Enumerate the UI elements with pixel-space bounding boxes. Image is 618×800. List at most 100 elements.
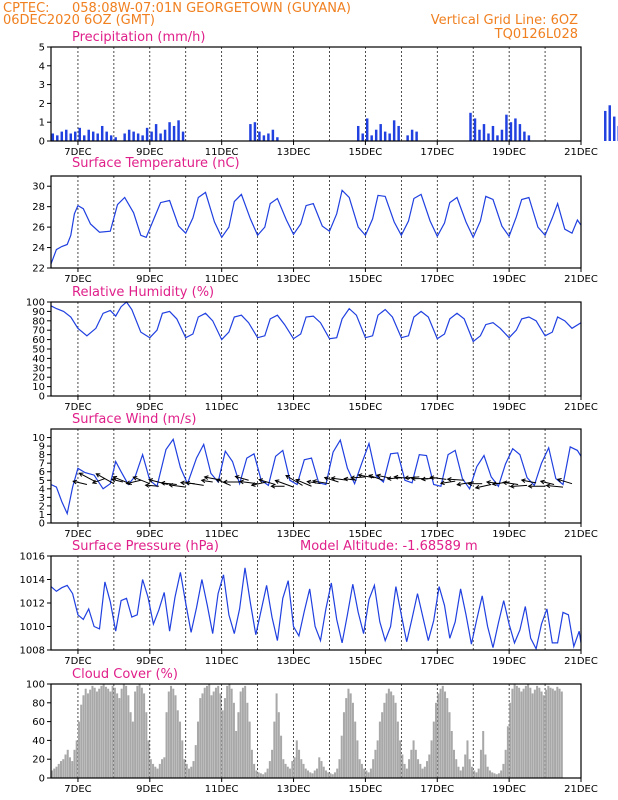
- pressure-y-tick-label: 1014: [20, 575, 45, 586]
- cloud-bar: [183, 759, 186, 778]
- pressure-x-tick-label: 15DEC: [349, 656, 383, 667]
- cloud-bar: [230, 688, 233, 778]
- cloud-bar: [257, 772, 260, 778]
- cloud-y-tick-label: 60: [32, 717, 45, 728]
- precip-bar: [163, 129, 167, 141]
- cloud-bar: [84, 688, 87, 778]
- cloud-bar: [237, 712, 240, 778]
- cloud-bar: [479, 749, 482, 778]
- cloud-bar: [226, 685, 229, 778]
- temp-x-tick-label: 15DEC: [349, 274, 383, 285]
- precip-bar: [392, 120, 396, 141]
- precip-bar: [271, 129, 275, 141]
- cloud-bar: [356, 740, 359, 778]
- wind-arrow: [285, 474, 303, 486]
- cloud-bar: [412, 740, 415, 778]
- cloud-bar: [560, 691, 563, 778]
- temp-title: Surface Temperature (nC): [72, 156, 240, 171]
- wind-arrow: [274, 479, 294, 488]
- cloud-bar: [253, 763, 256, 778]
- wind-y-tick-label: 10: [32, 433, 45, 444]
- cloud-bar: [403, 763, 406, 778]
- cloud-bar: [129, 712, 132, 778]
- wind-arrow: [185, 480, 204, 486]
- rh-y-tick-label: 70: [32, 326, 45, 337]
- cloud-bar: [156, 768, 159, 778]
- cloud-bar: [268, 761, 271, 778]
- cloud-bar: [423, 766, 426, 778]
- precip-bar: [518, 124, 522, 141]
- wind-y-tick-label: 5: [39, 476, 45, 487]
- cloud-bar: [345, 698, 348, 778]
- cloud-bar: [232, 702, 235, 778]
- cloud-bar: [89, 689, 92, 778]
- cloud-bar: [235, 731, 238, 778]
- cloud-bar: [540, 691, 543, 778]
- cloud-bar: [320, 761, 323, 778]
- cloud-bar: [367, 772, 370, 778]
- precip-bar: [83, 135, 86, 141]
- cloud-y-tick-label: 80: [32, 698, 45, 709]
- cloud-bar: [450, 731, 453, 778]
- rh-y-tick-label: 40: [32, 354, 45, 365]
- cloud-bar: [264, 772, 267, 778]
- pressure-frame: [50, 555, 582, 651]
- cloud-bar: [551, 688, 554, 778]
- cloud-bar: [59, 761, 63, 778]
- cloud-title: Cloud Cover (%): [72, 667, 178, 682]
- cloud-bar: [199, 698, 202, 778]
- cloud-x-tick-label: 13DEC: [277, 784, 311, 795]
- cloud-bar: [374, 749, 377, 778]
- cloud-bar: [161, 759, 164, 778]
- wind-x-tick-label: 9DEC: [136, 529, 163, 540]
- cloud-bar: [298, 749, 301, 778]
- precip-bar: [60, 131, 64, 141]
- cloud-bar: [558, 688, 561, 778]
- precip-bar: [473, 118, 477, 141]
- cloud-bar: [441, 685, 444, 778]
- rh-x-tick-label: 7DEC: [64, 402, 91, 413]
- cloud-y-tick-label: 40: [32, 736, 45, 747]
- cloud-bar: [163, 757, 166, 778]
- precip-bar: [608, 105, 611, 141]
- cloud-bar: [51, 770, 54, 778]
- wind-arrow: [295, 478, 312, 487]
- precip-bar: [374, 129, 378, 141]
- rh-title: Relative Humidity (%): [72, 285, 214, 300]
- pressure-x-tick-label: 11DEC: [205, 656, 239, 667]
- wind-arrow: [250, 481, 267, 487]
- cloud-bar: [486, 766, 489, 778]
- cloud-bar: [554, 690, 557, 778]
- cloud-frame: [50, 683, 582, 779]
- cloud-bar: [477, 768, 480, 778]
- rh-y-tick-label: 30: [32, 363, 45, 374]
- cloud-bar: [511, 688, 514, 778]
- cloud-bar: [286, 766, 289, 778]
- cloud-bar: [291, 761, 294, 778]
- cloud-bar: [360, 763, 363, 778]
- cloud-bar: [556, 686, 559, 778]
- cloud-bar: [488, 770, 491, 778]
- cloud-bar: [340, 735, 343, 778]
- cloud-bar: [497, 773, 500, 778]
- cloud-bar: [152, 763, 155, 778]
- cloud-bar: [372, 759, 375, 778]
- cloud-bar: [179, 721, 182, 778]
- wind-arrow: [200, 478, 213, 484]
- temp-y-tick-label: 30: [32, 182, 45, 193]
- cloud-cover-panel: Cloud Cover (%) 0 20 40 60 80 100 7DEC 9DEC 11DEC…: [26, 667, 598, 795]
- wind-y-tick-label: 2: [39, 501, 45, 512]
- cloud-bar: [77, 721, 80, 778]
- cloud-x-tick-label: 17DEC: [420, 784, 454, 795]
- cloud-bar: [446, 698, 449, 778]
- cloud-bar: [118, 698, 121, 778]
- header-run: 06DEC2020 6OZ (GMT): [3, 13, 155, 28]
- cloud-bar: [466, 740, 469, 778]
- wind-arrow: [238, 479, 258, 485]
- cloud-bar: [223, 698, 226, 778]
- cloud-bar: [331, 774, 334, 778]
- cloud-bar: [174, 695, 177, 778]
- cloud-bar: [329, 773, 332, 778]
- precip-bar: [159, 133, 162, 141]
- pressure-x-tick-label: 21DEC: [564, 656, 598, 667]
